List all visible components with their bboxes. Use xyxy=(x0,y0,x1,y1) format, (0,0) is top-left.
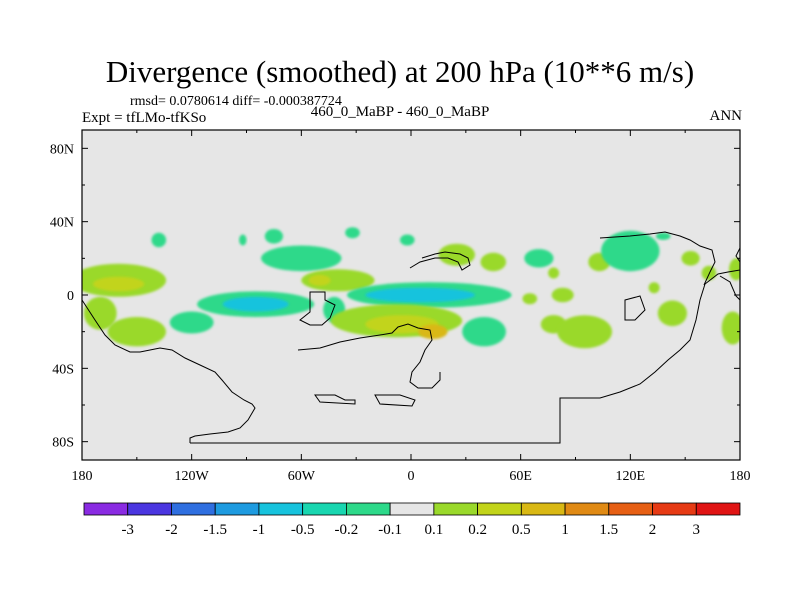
colorbar-label: 2 xyxy=(649,522,657,538)
colorbar-label: 0.5 xyxy=(512,522,531,538)
contour-region xyxy=(151,232,167,248)
contour-region xyxy=(729,258,740,281)
expt-text: Expt = tfLMo-tfKSo xyxy=(82,110,207,126)
x-tick-label: 60W xyxy=(288,469,316,484)
contour-region xyxy=(721,311,740,345)
y-tick-label: 0 xyxy=(67,289,74,304)
colorbar-swatch xyxy=(564,502,610,516)
colorbar-swatch xyxy=(127,502,172,516)
colorbar-swatch xyxy=(171,502,216,516)
contour-region xyxy=(438,243,476,266)
colorbar-label: -1.5 xyxy=(203,522,227,538)
contour-region xyxy=(264,229,283,244)
contour-region xyxy=(557,315,612,349)
contour-region xyxy=(261,245,342,272)
colorbar-label: 0.1 xyxy=(425,522,444,538)
chart-title: Divergence (smoothed) at 200 hPa (10**6 … xyxy=(105,54,695,89)
contour-region xyxy=(418,324,448,340)
contour-region xyxy=(657,300,688,327)
colorbar-swatch xyxy=(652,502,697,516)
contour-region xyxy=(308,274,331,286)
colorbar-swatch xyxy=(477,502,522,516)
colorbar-label: 1.5 xyxy=(599,522,618,538)
contour-region xyxy=(93,276,145,292)
stats-text: rmsd= 0.0780614 diff= -0.000387724 xyxy=(130,94,342,109)
contour-region xyxy=(239,234,247,246)
x-tick-label: 180 xyxy=(72,469,93,484)
contour-region xyxy=(601,230,660,272)
colorbar-swatch xyxy=(83,502,129,516)
colorbar-label: -0.5 xyxy=(291,522,315,538)
colorbar-label: -0.1 xyxy=(378,522,402,538)
y-tick-label: 40N xyxy=(50,216,74,231)
contour-region xyxy=(681,250,700,266)
y-tick-label: 80S xyxy=(52,436,74,451)
contour-region xyxy=(701,265,717,281)
y-tick-label: 80N xyxy=(50,142,74,157)
y-tick-label: 40S xyxy=(52,362,74,377)
contour-region xyxy=(655,232,671,240)
colorbar-label: -1 xyxy=(253,522,266,538)
contour-region xyxy=(400,234,415,246)
x-tick-label: 120E xyxy=(616,469,646,484)
colorbar-swatch xyxy=(345,502,391,516)
x-tick-label: 180 xyxy=(730,469,751,484)
colorbar-swatch xyxy=(695,502,741,516)
colorbar-label: 1 xyxy=(561,522,569,538)
contour-region xyxy=(83,296,117,330)
contour-region xyxy=(551,287,574,303)
contour-region xyxy=(522,293,538,305)
colorbar-label: -2 xyxy=(165,522,178,538)
contour-region xyxy=(462,317,506,347)
colorbar-label: 0.2 xyxy=(468,522,487,538)
runs-text: 460_0_MaBP - 460_0_MaBP xyxy=(310,104,490,120)
colorbar-label: -3 xyxy=(121,522,134,538)
contour-region xyxy=(107,317,166,347)
coastline xyxy=(82,231,740,444)
contour-region xyxy=(345,227,360,239)
contour-region xyxy=(301,269,375,292)
colorbar-swatch xyxy=(214,502,260,516)
season-label: ANN xyxy=(709,108,743,124)
x-tick-label: 120W xyxy=(175,469,210,484)
x-tick-label: 0 xyxy=(408,469,415,484)
colorbar-swatch xyxy=(258,502,304,516)
contour-region xyxy=(548,267,560,279)
contour-region xyxy=(648,282,660,294)
contour-region xyxy=(169,311,214,334)
colorbar-swatch xyxy=(389,502,435,516)
colorbar-label: -0.2 xyxy=(335,522,359,538)
x-tick-label: 60E xyxy=(509,469,532,484)
colorbar-swatch xyxy=(302,502,347,516)
contour-region xyxy=(524,249,554,268)
colorbar-swatch xyxy=(520,502,566,516)
contour-region xyxy=(480,252,507,272)
colorbar-swatch xyxy=(433,502,478,516)
contour-region xyxy=(222,296,289,312)
contour-region xyxy=(365,287,475,303)
colorbar-label: 3 xyxy=(693,522,701,538)
colorbar-swatch xyxy=(608,502,653,516)
